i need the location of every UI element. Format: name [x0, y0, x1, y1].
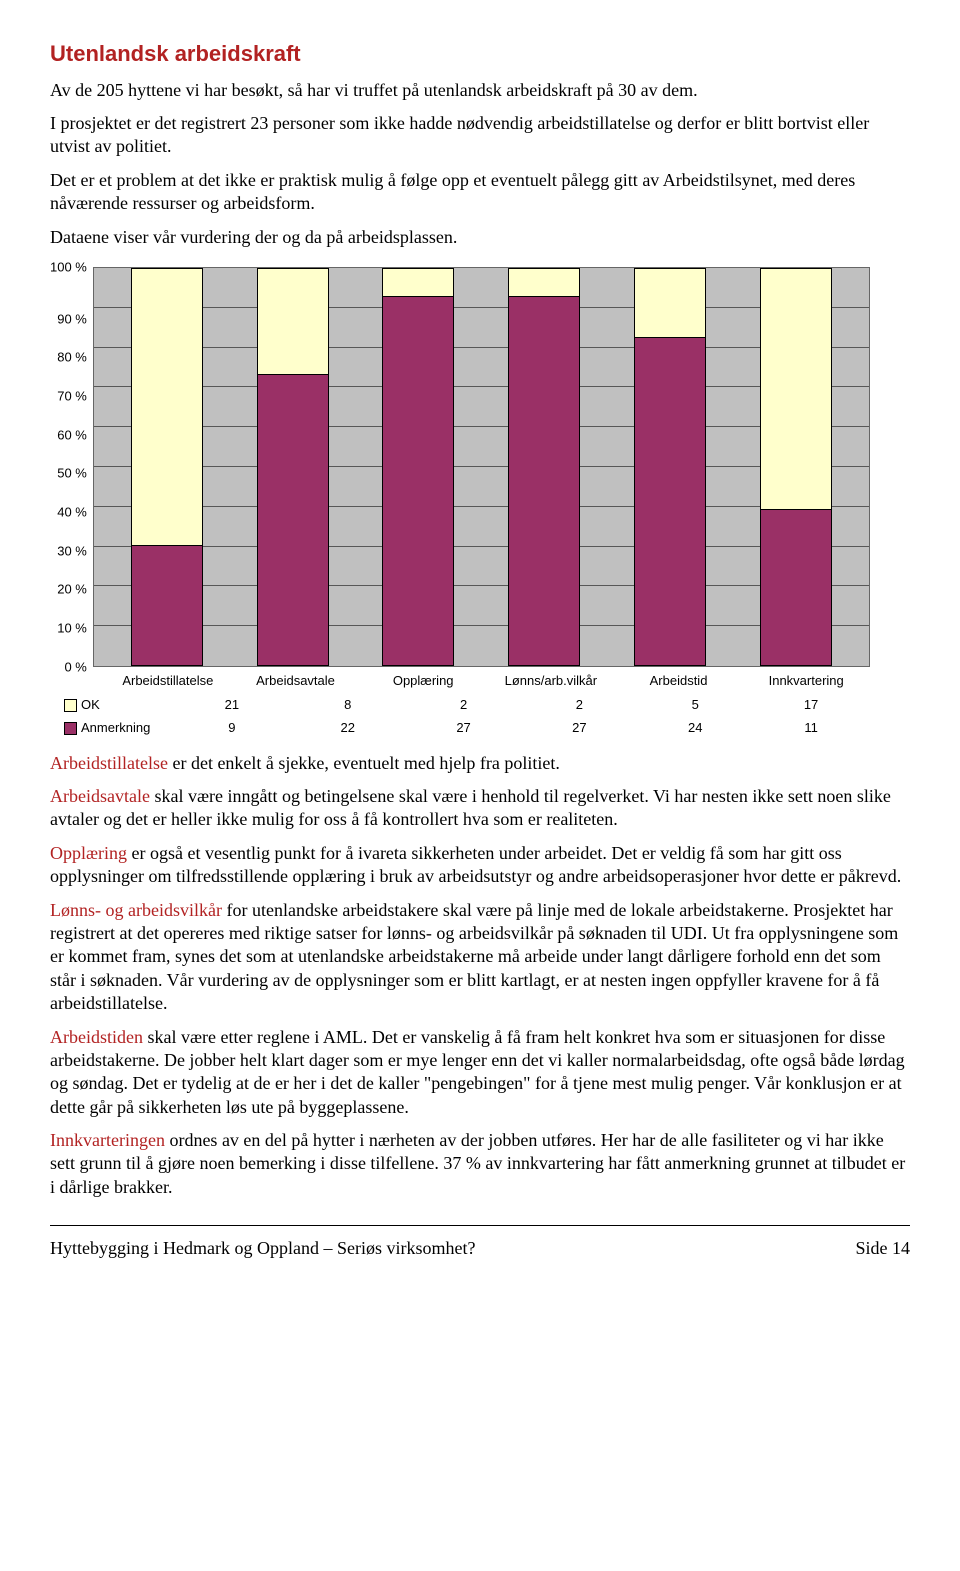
table-cell: 8 [290, 694, 406, 717]
y-tick-label: 80 % [57, 351, 87, 364]
gridline [94, 585, 869, 586]
bar [760, 268, 832, 666]
table-cell: 2 [521, 694, 637, 717]
table-cell: 27 [521, 717, 637, 740]
footer-left: Hyttebygging i Hedmark og Oppland – Seri… [50, 1237, 475, 1260]
bar-segment-ok [635, 269, 705, 338]
table-cell: 2 [406, 694, 522, 717]
gridline [94, 307, 869, 308]
gridline [94, 625, 869, 626]
gridline [94, 466, 869, 467]
table-cell: 21 [174, 694, 290, 717]
chart-y-axis: 100 %90 %80 %70 %60 %50 %40 %30 %20 %10 … [50, 267, 93, 667]
bar-segment-ok [761, 269, 831, 510]
bar-segment-ok [132, 269, 202, 547]
gridline [94, 347, 869, 348]
y-tick-label: 20 % [57, 583, 87, 596]
bar [131, 268, 203, 666]
x-tick-label: Lønns/arb.vilkår [487, 667, 615, 694]
table-row: OK21822517 [64, 694, 869, 717]
table-row: Anmerkning92227272411 [64, 717, 869, 740]
bar-segment-anmerkning [761, 510, 831, 665]
legend-swatch-ok [64, 699, 77, 712]
y-tick-label: 60 % [57, 428, 87, 441]
gridline [94, 426, 869, 427]
paragraph-opplaering: Opplæring er også et vesentlig punkt for… [50, 842, 910, 889]
y-tick-label: 30 % [57, 544, 87, 557]
paragraph-lonn: Lønns- og arbeidsvilkår for utenlandske … [50, 899, 910, 1016]
paragraph-innkvartering: Innkvarteringen ordnes av en del på hytt… [50, 1129, 910, 1199]
y-tick-label: 40 % [57, 506, 87, 519]
term-opplaering: Opplæring [50, 843, 127, 863]
bar-segment-ok [383, 269, 453, 297]
table-cell: 5 [637, 694, 753, 717]
legend-swatch-anmerkning [64, 722, 77, 735]
intro-paragraph-1: Av de 205 hyttene vi har besøkt, så har … [50, 79, 910, 102]
table-cell: 24 [637, 717, 753, 740]
y-tick-label: 0 % [64, 660, 86, 673]
gridline [94, 386, 869, 387]
bar-segment-ok [509, 269, 579, 297]
x-tick-label: Arbeidstillatelse [104, 667, 232, 694]
gridline [94, 506, 869, 507]
y-tick-label: 100 % [50, 260, 87, 273]
table-cell: 9 [174, 717, 290, 740]
page-heading: Utenlandsk arbeidskraft [50, 40, 910, 69]
bar-segment-anmerkning [258, 375, 328, 665]
bar [508, 268, 580, 666]
paragraph-arbeidstid: Arbeidstiden skal være etter reglene i A… [50, 1026, 910, 1120]
paragraph-arbeidstillatelse: Arbeidstillatelse er det enkelt å sjekke… [50, 752, 910, 775]
bar [634, 268, 706, 666]
paragraph-arbeidsavtale: Arbeidsavtale skal være inngått og betin… [50, 785, 910, 832]
term-innkvartering: Innkvarteringen [50, 1130, 165, 1150]
chart-x-axis: ArbeidstillatelseArbeidsavtaleOpplæringL… [104, 667, 870, 694]
x-tick-label: Innkvartering [742, 667, 870, 694]
bar-segment-anmerkning [635, 338, 705, 665]
table-cell: 27 [406, 717, 522, 740]
y-tick-label: 90 % [57, 312, 87, 325]
bar-segment-anmerkning [509, 297, 579, 665]
table-cell: 17 [753, 694, 869, 717]
series-label: OK [64, 694, 174, 717]
x-tick-label: Arbeidstid [615, 667, 743, 694]
x-tick-label: Arbeidsavtale [232, 667, 360, 694]
chart-data-table: OK21822517Anmerkning92227272411 [64, 694, 869, 740]
y-tick-label: 50 % [57, 467, 87, 480]
chart-container: 100 %90 %80 %70 %60 %50 %40 %30 %20 %10 … [50, 267, 870, 740]
bar-segment-ok [258, 269, 328, 375]
footer-rule [50, 1225, 910, 1226]
term-lonn: Lønns- og arbeidsvilkår [50, 900, 222, 920]
footer-right: Side 14 [855, 1237, 910, 1260]
chart-plot-area [93, 267, 870, 667]
x-tick-label: Opplæring [359, 667, 487, 694]
bar-segment-anmerkning [383, 297, 453, 665]
intro-paragraph-4: Dataene viser vår vurdering der og da på… [50, 226, 910, 249]
term-arbeidsavtale: Arbeidsavtale [50, 786, 150, 806]
gridline [94, 546, 869, 547]
table-cell: 22 [290, 717, 406, 740]
bar [257, 268, 329, 666]
intro-paragraph-2: I prosjektet er det registrert 23 person… [50, 112, 910, 159]
bar-segment-anmerkning [132, 546, 202, 665]
table-cell: 11 [753, 717, 869, 740]
page-footer: Hyttebygging i Hedmark og Oppland – Seri… [50, 1235, 910, 1260]
series-label: Anmerkning [64, 717, 174, 740]
bar [382, 268, 454, 666]
y-tick-label: 10 % [57, 622, 87, 635]
term-arbeidstid: Arbeidstiden [50, 1027, 143, 1047]
term-arbeidstillatelse: Arbeidstillatelse [50, 753, 168, 773]
y-tick-label: 70 % [57, 390, 87, 403]
intro-paragraph-3: Det er et problem at det ikke er praktis… [50, 169, 910, 216]
